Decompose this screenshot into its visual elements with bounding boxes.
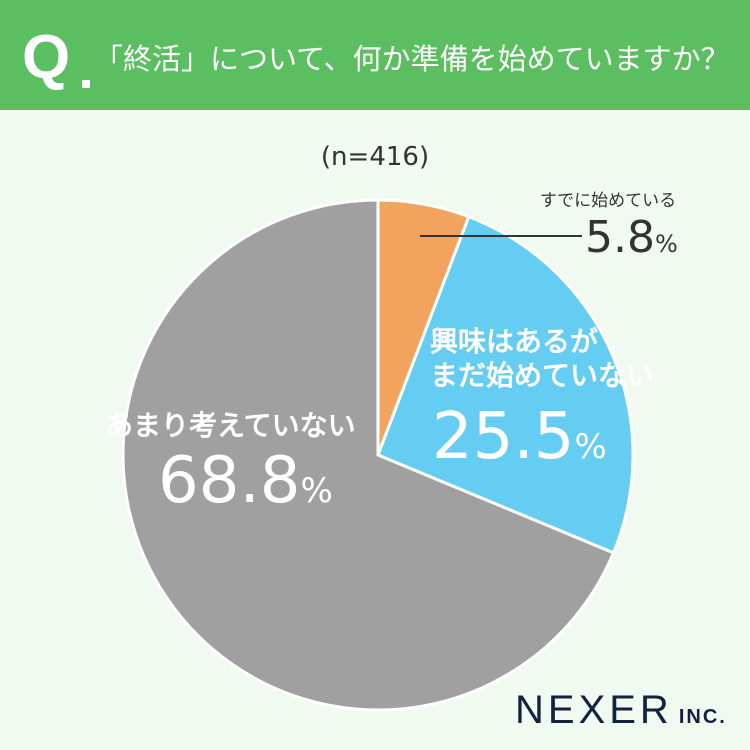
pie-slice-2 (121, 198, 616, 712)
slice-label: すでに始めている (540, 191, 677, 211)
nexer-logo: NEXER INC. (515, 688, 727, 732)
slice-value: 25.5 (432, 400, 575, 474)
slice-label: あまり考えていない (105, 409, 356, 442)
slice-value: 5.8 (585, 212, 655, 263)
header-bar (0, 0, 750, 110)
percent-sign: % (654, 230, 678, 258)
pie-slice-1 (376, 214, 635, 555)
slice-label-line: 興味はあるが (430, 325, 599, 358)
percent-sign: % (574, 427, 607, 467)
q-mark: Q (22, 23, 71, 92)
percent-sign: % (300, 471, 333, 511)
question-title: 「終活」について、何か準備を始めていますか？ (94, 42, 730, 76)
slice-label-line: まだ始めていない (430, 359, 655, 392)
sample-size: (n=416) (320, 142, 430, 172)
q-dot (82, 80, 90, 88)
label-interested: 興味はあるが まだ始めていない (430, 325, 654, 393)
slice-value: 68.8 (158, 444, 301, 518)
